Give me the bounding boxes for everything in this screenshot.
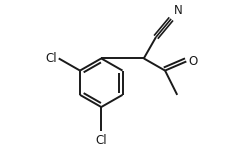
Text: O: O — [189, 55, 198, 68]
Text: N: N — [174, 4, 182, 17]
Text: Cl: Cl — [45, 52, 57, 65]
Text: Cl: Cl — [95, 134, 107, 147]
